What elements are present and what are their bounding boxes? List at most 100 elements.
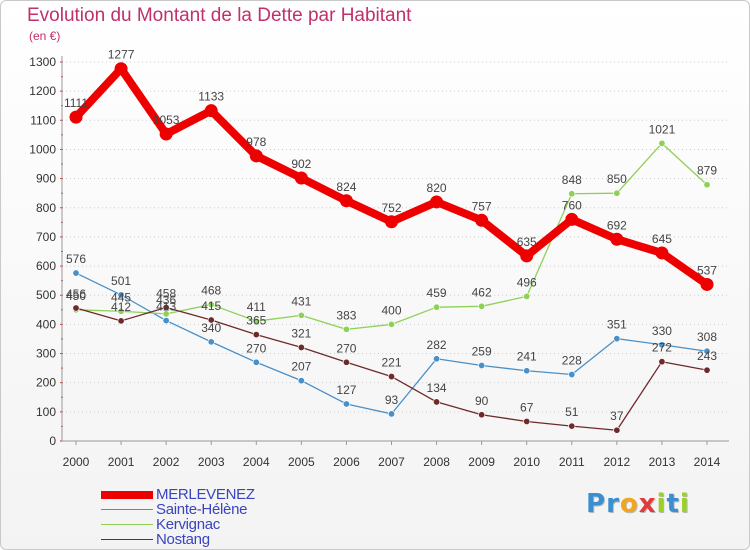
data-label: 436: [156, 293, 176, 307]
data-point: [655, 246, 669, 260]
x-tick-label: 2005: [288, 455, 315, 469]
data-label: 445: [111, 290, 131, 304]
x-tick-label: 2004: [243, 455, 270, 469]
data-point: [387, 320, 395, 328]
data-point: [523, 292, 531, 300]
data-label: 760: [562, 198, 582, 212]
data-point: [117, 317, 125, 325]
data-point: [294, 171, 308, 185]
data-point: [252, 331, 260, 339]
data-label: 321: [291, 326, 311, 340]
data-label: 228: [562, 354, 582, 368]
data-label: 400: [381, 303, 401, 317]
data-label: 692: [607, 218, 627, 232]
data-point: [658, 341, 666, 349]
logo-letter: r: [606, 489, 620, 519]
data-point: [342, 325, 350, 333]
legend-item: MERLEVENEZ: [101, 487, 255, 502]
logo-letter: x: [638, 489, 657, 519]
y-tick-label: 900: [36, 172, 56, 186]
legend-swatch: [101, 508, 153, 511]
x-tick-label: 2011: [559, 455, 585, 469]
data-point: [114, 62, 128, 76]
data-label: 259: [472, 344, 492, 358]
data-label: 67: [520, 400, 534, 414]
data-point: [658, 139, 666, 147]
y-tick-label: 1000: [29, 142, 56, 156]
data-label: 351: [607, 318, 627, 332]
data-label: 850: [607, 172, 627, 186]
chart-legend: MERLEVENEZ Sainte-Hélène Kervignac Nostang: [101, 487, 255, 547]
data-label: 415: [201, 299, 221, 313]
x-tick-label: 2000: [63, 455, 90, 469]
logo-letter: t: [666, 489, 680, 519]
chart-subtitle: (en €): [29, 29, 61, 43]
data-label: 272: [652, 341, 672, 355]
data-point: [613, 335, 621, 343]
data-label: 134: [427, 381, 447, 395]
data-point: [703, 366, 711, 374]
data-point: [565, 212, 579, 226]
x-tick-label: 2003: [198, 455, 225, 469]
data-point: [297, 343, 305, 351]
data-label: 90: [475, 394, 489, 408]
data-label: 207: [291, 360, 311, 374]
data-point: [117, 291, 125, 299]
data-point: [430, 195, 444, 209]
data-label: 330: [652, 324, 672, 338]
data-label: 902: [291, 157, 311, 171]
data-point: [204, 104, 218, 118]
data-label: 127: [336, 383, 356, 397]
data-point: [523, 417, 531, 425]
logo-letter: P: [586, 489, 607, 519]
data-point: [568, 422, 576, 430]
data-label: 1053: [153, 113, 180, 127]
logo-letter: i: [679, 489, 690, 519]
data-label: 462: [472, 285, 492, 299]
x-tick-label: 2001: [108, 455, 135, 469]
data-label: 340: [201, 321, 221, 335]
x-tick-label: 2006: [333, 455, 360, 469]
data-label: 413: [156, 300, 176, 314]
y-tick-label: 1200: [29, 84, 56, 98]
data-label: 1277: [108, 48, 135, 62]
data-point: [342, 358, 350, 366]
data-label: 93: [385, 393, 399, 407]
logo-letter: i: [656, 489, 667, 519]
y-tick-label: 400: [36, 317, 56, 331]
data-label: 221: [381, 356, 401, 370]
y-tick-label: 300: [36, 347, 56, 361]
legend-item: Kervignac: [101, 517, 255, 532]
data-point: [658, 358, 666, 366]
y-tick-label: 800: [36, 201, 56, 215]
data-point: [162, 317, 170, 325]
data-point: [433, 303, 441, 311]
data-label: 270: [246, 341, 266, 355]
y-tick-label: 600: [36, 259, 56, 273]
data-label: 431: [291, 294, 311, 308]
data-point: [162, 303, 170, 311]
x-tick-label: 2007: [378, 455, 405, 469]
data-point: [69, 110, 83, 124]
data-label: 365: [246, 314, 266, 328]
data-point: [478, 361, 486, 369]
y-tick-label: 1300: [29, 55, 56, 69]
data-label: 1111: [64, 96, 88, 110]
data-point: [568, 190, 576, 198]
data-label: 848: [562, 173, 582, 187]
data-point: [249, 149, 263, 163]
data-label: 501: [111, 274, 131, 288]
legend-swatch: [101, 538, 153, 541]
legend-label: Nostang: [156, 531, 210, 548]
y-tick-label: 1100: [30, 113, 56, 127]
data-label: 459: [427, 286, 447, 300]
x-tick-label: 2002: [153, 455, 180, 469]
y-tick-label: 200: [36, 376, 56, 390]
data-point: [703, 181, 711, 189]
data-label: 537: [697, 263, 717, 277]
x-tick-label: 2012: [604, 455, 631, 469]
data-label: 411: [247, 300, 266, 314]
data-point: [475, 213, 489, 227]
proxiti-logo: Proxiti: [586, 489, 690, 519]
data-point: [523, 367, 531, 375]
